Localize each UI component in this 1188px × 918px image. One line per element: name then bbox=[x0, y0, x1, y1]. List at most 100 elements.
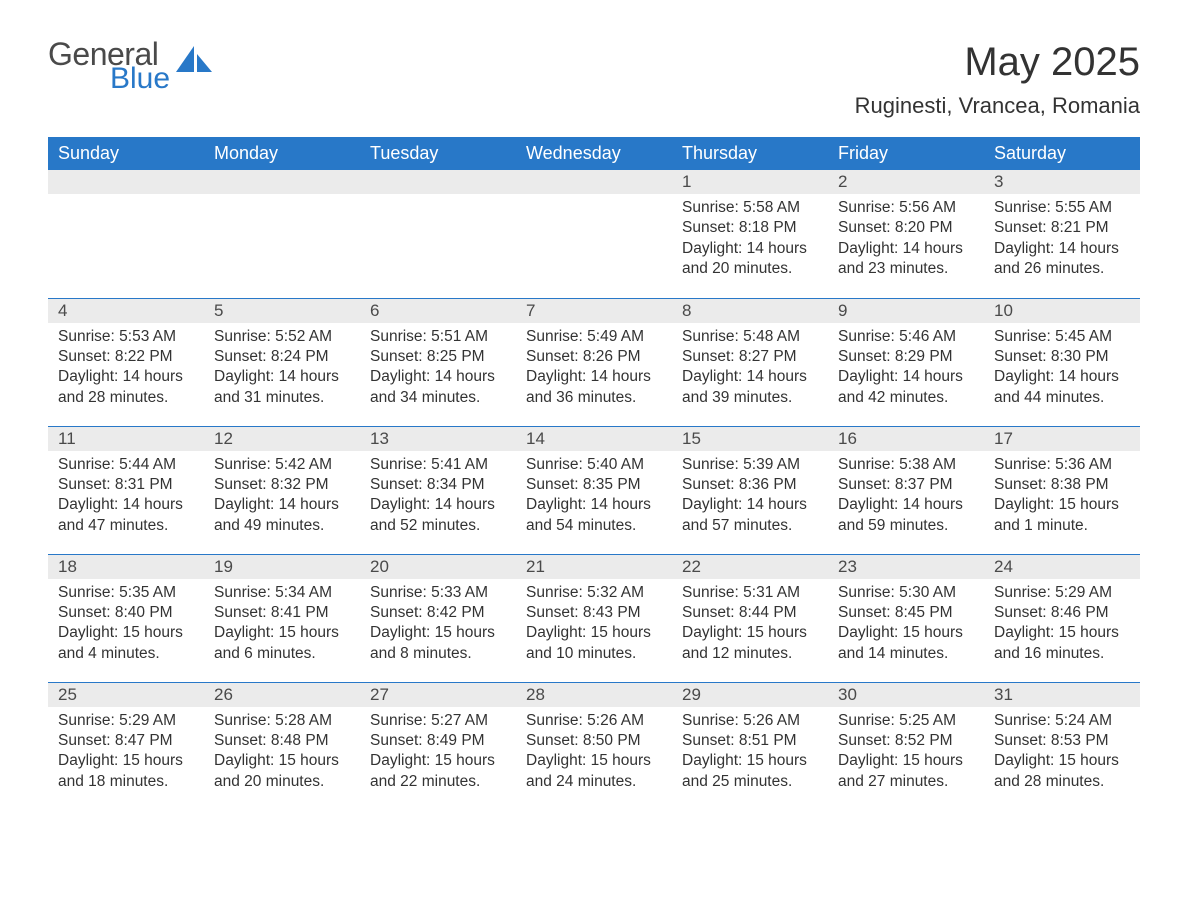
daylight-line: Daylight: 15 hours and 8 minutes. bbox=[370, 623, 506, 664]
sunrise-line: Sunrise: 5:36 AM bbox=[994, 455, 1130, 475]
day-content: Sunrise: 5:51 AMSunset: 8:25 PMDaylight:… bbox=[360, 323, 516, 417]
calendar-day-cell: 10Sunrise: 5:45 AMSunset: 8:30 PMDayligh… bbox=[984, 298, 1140, 426]
day-number: 14 bbox=[516, 427, 672, 451]
sunrise-line: Sunrise: 5:41 AM bbox=[370, 455, 506, 475]
sunrise-line: Sunrise: 5:33 AM bbox=[370, 583, 506, 603]
calendar-day-cell: 23Sunrise: 5:30 AMSunset: 8:45 PMDayligh… bbox=[828, 554, 984, 682]
daylight-line: Daylight: 15 hours and 25 minutes. bbox=[682, 751, 818, 792]
day-number: 10 bbox=[984, 299, 1140, 323]
calendar-day-cell: 17Sunrise: 5:36 AMSunset: 8:38 PMDayligh… bbox=[984, 426, 1140, 554]
day-number: 15 bbox=[672, 427, 828, 451]
calendar-day-cell: 27Sunrise: 5:27 AMSunset: 8:49 PMDayligh… bbox=[360, 682, 516, 810]
sunset-line: Sunset: 8:48 PM bbox=[214, 731, 350, 751]
daylight-line: Daylight: 15 hours and 1 minute. bbox=[994, 495, 1130, 536]
calendar-day-cell: 24Sunrise: 5:29 AMSunset: 8:46 PMDayligh… bbox=[984, 554, 1140, 682]
calendar-day-cell: 11Sunrise: 5:44 AMSunset: 8:31 PMDayligh… bbox=[48, 426, 204, 554]
day-content: Sunrise: 5:31 AMSunset: 8:44 PMDaylight:… bbox=[672, 579, 828, 673]
sunrise-line: Sunrise: 5:53 AM bbox=[58, 327, 194, 347]
day-number: 29 bbox=[672, 683, 828, 707]
sunrise-line: Sunrise: 5:27 AM bbox=[370, 711, 506, 731]
calendar-day-cell bbox=[516, 170, 672, 298]
calendar-day-cell: 6Sunrise: 5:51 AMSunset: 8:25 PMDaylight… bbox=[360, 298, 516, 426]
day-number: 22 bbox=[672, 555, 828, 579]
sunrise-line: Sunrise: 5:29 AM bbox=[994, 583, 1130, 603]
daylight-line: Daylight: 15 hours and 6 minutes. bbox=[214, 623, 350, 664]
day-number: 8 bbox=[672, 299, 828, 323]
weekday-header: Sunday bbox=[48, 137, 204, 170]
day-number: 26 bbox=[204, 683, 360, 707]
sunrise-line: Sunrise: 5:28 AM bbox=[214, 711, 350, 731]
sunrise-line: Sunrise: 5:38 AM bbox=[838, 455, 974, 475]
calendar-day-cell: 26Sunrise: 5:28 AMSunset: 8:48 PMDayligh… bbox=[204, 682, 360, 810]
day-content: Sunrise: 5:30 AMSunset: 8:45 PMDaylight:… bbox=[828, 579, 984, 673]
day-number: 3 bbox=[984, 170, 1140, 194]
day-content: Sunrise: 5:49 AMSunset: 8:26 PMDaylight:… bbox=[516, 323, 672, 417]
calendar-body: 1Sunrise: 5:58 AMSunset: 8:18 PMDaylight… bbox=[48, 170, 1140, 810]
day-content: Sunrise: 5:42 AMSunset: 8:32 PMDaylight:… bbox=[204, 451, 360, 545]
calendar-week-row: 11Sunrise: 5:44 AMSunset: 8:31 PMDayligh… bbox=[48, 426, 1140, 554]
calendar-week-row: 1Sunrise: 5:58 AMSunset: 8:18 PMDaylight… bbox=[48, 170, 1140, 298]
sunset-line: Sunset: 8:44 PM bbox=[682, 603, 818, 623]
calendar-day-cell: 28Sunrise: 5:26 AMSunset: 8:50 PMDayligh… bbox=[516, 682, 672, 810]
sunset-line: Sunset: 8:32 PM bbox=[214, 475, 350, 495]
daylight-line: Daylight: 15 hours and 16 minutes. bbox=[994, 623, 1130, 664]
calendar-day-cell: 21Sunrise: 5:32 AMSunset: 8:43 PMDayligh… bbox=[516, 554, 672, 682]
sunset-line: Sunset: 8:26 PM bbox=[526, 347, 662, 367]
empty-day bbox=[204, 170, 360, 194]
day-content: Sunrise: 5:48 AMSunset: 8:27 PMDaylight:… bbox=[672, 323, 828, 417]
sunset-line: Sunset: 8:24 PM bbox=[214, 347, 350, 367]
day-content: Sunrise: 5:40 AMSunset: 8:35 PMDaylight:… bbox=[516, 451, 672, 545]
calendar-day-cell: 12Sunrise: 5:42 AMSunset: 8:32 PMDayligh… bbox=[204, 426, 360, 554]
calendar-day-cell bbox=[204, 170, 360, 298]
calendar-week-row: 4Sunrise: 5:53 AMSunset: 8:22 PMDaylight… bbox=[48, 298, 1140, 426]
daylight-line: Daylight: 15 hours and 18 minutes. bbox=[58, 751, 194, 792]
sunset-line: Sunset: 8:35 PM bbox=[526, 475, 662, 495]
title-block: May 2025 Ruginesti, Vrancea, Romania bbox=[855, 40, 1140, 119]
calendar-table: SundayMondayTuesdayWednesdayThursdayFrid… bbox=[48, 137, 1140, 810]
day-content: Sunrise: 5:39 AMSunset: 8:36 PMDaylight:… bbox=[672, 451, 828, 545]
sunset-line: Sunset: 8:18 PM bbox=[682, 218, 818, 238]
day-content: Sunrise: 5:52 AMSunset: 8:24 PMDaylight:… bbox=[204, 323, 360, 417]
calendar-day-cell bbox=[360, 170, 516, 298]
daylight-line: Daylight: 14 hours and 39 minutes. bbox=[682, 367, 818, 408]
daylight-line: Daylight: 15 hours and 28 minutes. bbox=[994, 751, 1130, 792]
logo: General Blue bbox=[48, 40, 214, 92]
calendar-thead: SundayMondayTuesdayWednesdayThursdayFrid… bbox=[48, 137, 1140, 170]
calendar-day-cell: 20Sunrise: 5:33 AMSunset: 8:42 PMDayligh… bbox=[360, 554, 516, 682]
calendar-day-cell: 30Sunrise: 5:25 AMSunset: 8:52 PMDayligh… bbox=[828, 682, 984, 810]
sunrise-line: Sunrise: 5:46 AM bbox=[838, 327, 974, 347]
day-number: 17 bbox=[984, 427, 1140, 451]
sunset-line: Sunset: 8:21 PM bbox=[994, 218, 1130, 238]
day-content: Sunrise: 5:27 AMSunset: 8:49 PMDaylight:… bbox=[360, 707, 516, 801]
sunset-line: Sunset: 8:30 PM bbox=[994, 347, 1130, 367]
sunrise-line: Sunrise: 5:26 AM bbox=[682, 711, 818, 731]
day-content: Sunrise: 5:58 AMSunset: 8:18 PMDaylight:… bbox=[672, 194, 828, 288]
sunrise-line: Sunrise: 5:26 AM bbox=[526, 711, 662, 731]
day-number: 7 bbox=[516, 299, 672, 323]
sunrise-line: Sunrise: 5:52 AM bbox=[214, 327, 350, 347]
sunset-line: Sunset: 8:29 PM bbox=[838, 347, 974, 367]
sunset-line: Sunset: 8:37 PM bbox=[838, 475, 974, 495]
calendar-day-cell: 4Sunrise: 5:53 AMSunset: 8:22 PMDaylight… bbox=[48, 298, 204, 426]
calendar-day-cell: 22Sunrise: 5:31 AMSunset: 8:44 PMDayligh… bbox=[672, 554, 828, 682]
calendar-day-cell: 29Sunrise: 5:26 AMSunset: 8:51 PMDayligh… bbox=[672, 682, 828, 810]
sunset-line: Sunset: 8:31 PM bbox=[58, 475, 194, 495]
daylight-line: Daylight: 15 hours and 24 minutes. bbox=[526, 751, 662, 792]
weekday-header-row: SundayMondayTuesdayWednesdayThursdayFrid… bbox=[48, 137, 1140, 170]
day-content: Sunrise: 5:36 AMSunset: 8:38 PMDaylight:… bbox=[984, 451, 1140, 545]
daylight-line: Daylight: 14 hours and 20 minutes. bbox=[682, 239, 818, 280]
day-content: Sunrise: 5:34 AMSunset: 8:41 PMDaylight:… bbox=[204, 579, 360, 673]
sunrise-line: Sunrise: 5:35 AM bbox=[58, 583, 194, 603]
calendar-day-cell: 8Sunrise: 5:48 AMSunset: 8:27 PMDaylight… bbox=[672, 298, 828, 426]
empty-day bbox=[360, 170, 516, 194]
calendar-day-cell: 15Sunrise: 5:39 AMSunset: 8:36 PMDayligh… bbox=[672, 426, 828, 554]
day-content: Sunrise: 5:56 AMSunset: 8:20 PMDaylight:… bbox=[828, 194, 984, 288]
weekday-header: Saturday bbox=[984, 137, 1140, 170]
sunrise-line: Sunrise: 5:32 AM bbox=[526, 583, 662, 603]
calendar-day-cell: 25Sunrise: 5:29 AMSunset: 8:47 PMDayligh… bbox=[48, 682, 204, 810]
sunset-line: Sunset: 8:50 PM bbox=[526, 731, 662, 751]
daylight-line: Daylight: 14 hours and 36 minutes. bbox=[526, 367, 662, 408]
empty-day bbox=[516, 170, 672, 194]
sunrise-line: Sunrise: 5:24 AM bbox=[994, 711, 1130, 731]
calendar-day-cell: 19Sunrise: 5:34 AMSunset: 8:41 PMDayligh… bbox=[204, 554, 360, 682]
